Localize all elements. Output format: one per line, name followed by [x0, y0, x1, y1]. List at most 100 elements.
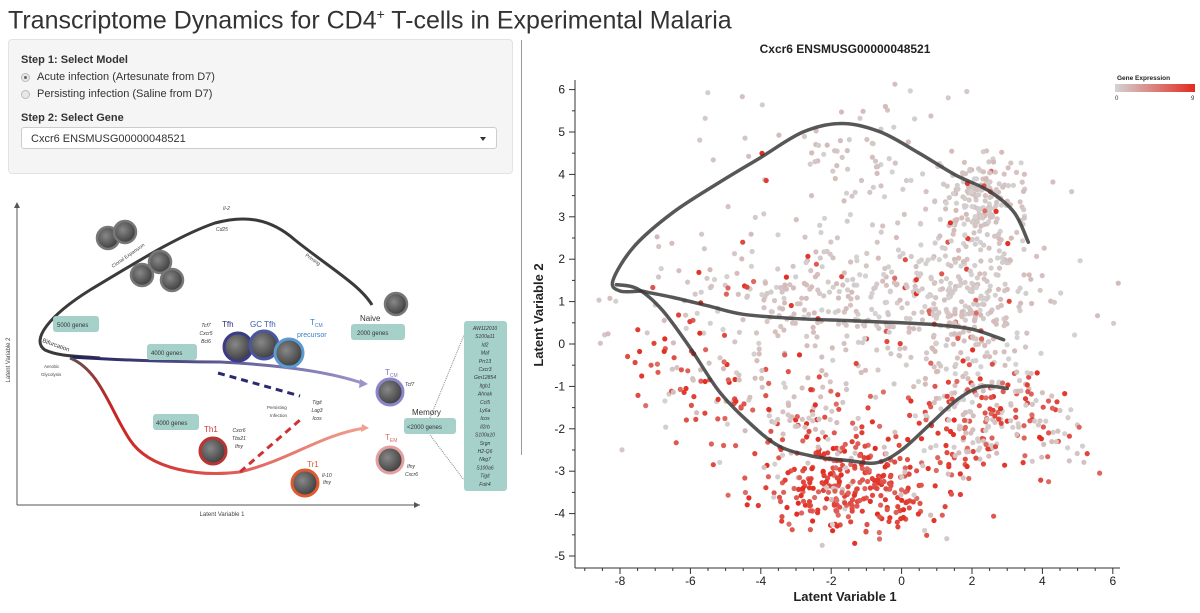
data-point: [985, 339, 991, 345]
data-point: [849, 289, 855, 295]
data-point: [814, 334, 820, 340]
data-point: [662, 336, 668, 342]
data-point: [799, 385, 805, 391]
data-point: [908, 253, 914, 260]
data-point: [857, 272, 863, 278]
data-point: [696, 269, 702, 275]
data-point: [986, 219, 992, 225]
data-point: [1002, 462, 1008, 468]
data-point: [906, 505, 912, 511]
data-point: [966, 448, 972, 455]
svg-text:Tbx21: Tbx21: [232, 436, 246, 442]
data-point: [967, 268, 973, 274]
data-point: [1014, 369, 1020, 375]
data-point: [816, 416, 822, 422]
data-point: [794, 414, 800, 420]
data-point: [988, 309, 994, 315]
data-point: [965, 376, 971, 382]
radio-persisting[interactable]: Persisting infection (Saline from D7): [21, 88, 212, 100]
data-point: [979, 336, 985, 342]
data-point: [969, 280, 975, 286]
data-point: [939, 271, 945, 277]
data-point: [959, 215, 965, 221]
data-point: [855, 339, 861, 345]
data-point: [889, 269, 895, 275]
trajectory-top: [610, 121, 1031, 294]
data-point: [933, 295, 939, 301]
data-point: [987, 354, 993, 360]
data-point: [803, 295, 809, 301]
data-point: [1010, 182, 1016, 188]
schem-y-label: Latent Variable 2: [6, 337, 12, 383]
data-point: [1016, 424, 1022, 430]
data-point: [857, 115, 863, 121]
data-point: [932, 199, 938, 205]
data-point: [735, 291, 741, 297]
data-point: [989, 379, 995, 385]
label-gctfh: GC Tfh: [250, 320, 276, 329]
data-point: [810, 329, 817, 335]
data-point: [950, 231, 956, 237]
data-point: [1017, 285, 1023, 291]
data-point: [854, 254, 860, 260]
data-point: [983, 441, 989, 448]
data-point: [849, 439, 855, 445]
data-point: [897, 353, 903, 359]
data-point: [887, 288, 893, 294]
data-point: [852, 540, 858, 546]
radio-button[interactable]: [21, 72, 30, 82]
step1-label: Step 1: Select Model: [21, 54, 128, 66]
data-point: [954, 378, 960, 384]
data-point: [829, 345, 835, 351]
data-point: [840, 399, 846, 405]
data-point: [958, 350, 964, 356]
radio-acute[interactable]: Acute infection (Artesunate from D7): [21, 71, 215, 83]
data-point: [960, 412, 966, 418]
data-point: [847, 212, 853, 218]
data-point: [959, 299, 965, 305]
x-tick-label: -2: [826, 574, 837, 588]
data-point: [1046, 430, 1052, 436]
data-point: [669, 366, 675, 372]
data-point: [835, 295, 842, 301]
data-point: [697, 330, 703, 336]
data-point: [864, 136, 870, 143]
data-point: [872, 310, 878, 317]
data-point: [674, 365, 680, 371]
data-point: [721, 442, 727, 449]
data-point: [882, 265, 888, 272]
data-point: [781, 380, 787, 386]
data-point: [747, 394, 753, 400]
data-point: [771, 494, 777, 500]
data-point: [911, 492, 917, 498]
data-point: [764, 290, 770, 297]
radio-button[interactable]: [21, 89, 30, 99]
data-point: [893, 234, 899, 241]
data-point: [1017, 377, 1023, 384]
data-point: [683, 325, 689, 331]
data-point: [975, 371, 981, 377]
data-point: [1041, 245, 1047, 251]
data-point: [1013, 407, 1019, 413]
data-point: [968, 188, 974, 194]
data-point: [812, 159, 818, 165]
data-point: [1084, 451, 1090, 457]
data-point: [975, 341, 981, 347]
data-point: [949, 396, 955, 402]
memory-gene: Il2rb: [480, 424, 490, 430]
data-point: [962, 317, 968, 323]
data-point: [875, 477, 881, 483]
gene-select[interactable]: Cxcr6 ENSMUSG00000048521: [21, 127, 497, 149]
data-point: [801, 466, 808, 472]
data-point: [810, 418, 816, 424]
data-point: [742, 428, 748, 434]
scatter-plot[interactable]: Cxcr6 ENSMUSG00000048521 -8 -6 -4 -2 0 2 4 6-5-…: [525, 30, 1200, 613]
legend-min: 0: [1115, 96, 1119, 102]
data-point: [816, 374, 822, 380]
y-tick-label: -2: [554, 422, 565, 436]
data-point: [725, 204, 731, 210]
data-point: [892, 459, 898, 465]
data-point: [791, 394, 797, 400]
data-point: [913, 277, 919, 283]
data-point: [907, 498, 913, 504]
